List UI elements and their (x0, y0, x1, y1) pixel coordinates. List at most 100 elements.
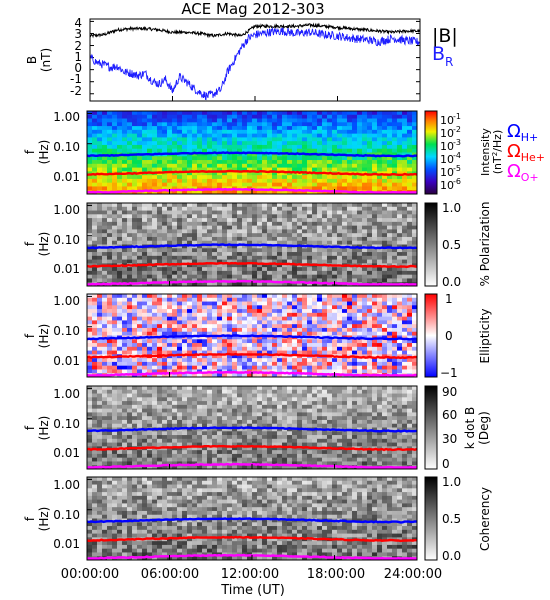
spectrogram-cell (87, 297, 93, 302)
spectrogram-cell (242, 137, 248, 142)
spectrogram-cell (137, 178, 143, 184)
spectrogram-cell (392, 331, 398, 336)
spectrogram-cell (392, 167, 398, 172)
spectrogram-cell (227, 236, 233, 242)
spectrogram-cell (142, 312, 148, 318)
spectrogram-cell (182, 274, 188, 279)
spectrogram-cell (387, 175, 393, 180)
spectrogram-cell (207, 401, 213, 406)
spectrogram-cell (227, 233, 233, 238)
spectrogram-cell (87, 361, 93, 367)
spectrogram-cell (187, 175, 193, 180)
spectrogram-cell (137, 297, 143, 302)
spectrogram-cell (392, 126, 398, 131)
spectrogram-cell (152, 114, 158, 119)
spectrogram-cell (217, 190, 223, 195)
spectrogram-cell (382, 331, 388, 336)
spectrogram-cell (342, 320, 348, 325)
spectrogram-cell (252, 118, 258, 123)
spectrogram-cell (207, 442, 213, 447)
spectrogram-cell (112, 236, 118, 242)
spectrogram-cell (97, 419, 103, 425)
spectrogram-cell (397, 111, 403, 116)
spectrogram-cell (182, 182, 188, 187)
spectrogram-cell (282, 297, 288, 302)
spectrogram-cell (357, 252, 363, 257)
spectrogram-cell (302, 178, 308, 184)
spectrogram-cell (142, 386, 148, 391)
spectrogram-cell (102, 225, 108, 230)
spectrogram-cell (342, 160, 348, 165)
spectrogram-cell (112, 423, 118, 428)
spectrogram-cell (187, 186, 193, 191)
spectrogram-cell (107, 386, 113, 391)
spectrogram-cell (92, 442, 98, 447)
spectrogram-cell (137, 294, 143, 299)
spectrogram-cell (117, 423, 123, 428)
spectrogram-cell (282, 133, 288, 138)
spectrogram-cell (107, 118, 113, 123)
spectrogram-cell (352, 350, 358, 355)
spectrogram-cell (117, 320, 123, 325)
spectrogram-cell (332, 248, 338, 253)
spectrogram-cell (302, 361, 308, 367)
spectrogram-cell (222, 156, 228, 161)
spectrogram-cell (162, 431, 168, 436)
spectrogram-cell (267, 335, 273, 340)
spectrogram-cell (122, 229, 128, 234)
spectrogram-cell (382, 129, 388, 135)
spectrogram-cell (377, 233, 383, 238)
spectrogram-cell (297, 167, 303, 172)
spectrogram-cell (137, 419, 143, 425)
spectrogram-cell (242, 316, 248, 321)
spectrogram-cell (307, 343, 313, 348)
spectrogram-cell (397, 144, 403, 150)
spectrogram-cell (227, 111, 233, 116)
spectrogram-cell (407, 369, 413, 374)
spectrogram-cell (272, 118, 278, 123)
spectrogram-cell (372, 236, 378, 242)
spectrogram-cell (407, 324, 413, 329)
spectrogram-cell (212, 327, 218, 333)
spectrogram-cell (342, 240, 348, 245)
spectrogram-cell (282, 350, 288, 355)
spectrogram-cell (252, 190, 258, 195)
spectrogram-cell (212, 316, 218, 321)
spectrogram-cell (137, 465, 143, 470)
spectrogram-cell (237, 182, 243, 187)
spectrogram-cell (312, 141, 318, 146)
spectrogram-cell (222, 412, 228, 417)
spectrogram-cell (87, 240, 93, 245)
spectrogram-cell (202, 309, 208, 314)
spectrogram-cell (242, 111, 248, 116)
spectrogram-cell (157, 401, 163, 406)
spectrogram-cell (337, 175, 343, 180)
spectrogram-cell (267, 305, 273, 310)
spectrogram-cell (147, 111, 153, 116)
spectrogram-cell (307, 221, 313, 227)
spectrogram-cell (402, 267, 408, 272)
spectrogram-cell (387, 186, 393, 191)
spectrogram-cell (272, 129, 278, 135)
spectrogram-cell (192, 335, 198, 340)
spectrogram-cell (387, 178, 393, 184)
spectrogram-cell (87, 267, 93, 272)
spectrogram-cell (162, 126, 168, 131)
spectrogram-cell (192, 412, 198, 417)
spectrogram-cell (182, 163, 188, 168)
spectrogram-cell (322, 252, 328, 257)
spectrogram-cell (292, 274, 298, 279)
spectrogram-cell (162, 401, 168, 406)
spectrogram-cell (222, 354, 228, 359)
spectrogram-cell (322, 129, 328, 135)
spectrogram-cell (157, 457, 163, 462)
spectrogram-cell (297, 331, 303, 336)
spectrogram-cell (152, 301, 158, 306)
spectrogram-cell (207, 182, 213, 187)
spectrogram-cell (282, 309, 288, 314)
spectrogram-cell (192, 301, 198, 306)
spectrogram-cell (367, 259, 373, 264)
spectrogram-cell (252, 354, 258, 359)
spectrogram-cell (207, 248, 213, 253)
spectrogram-cell (187, 160, 193, 165)
